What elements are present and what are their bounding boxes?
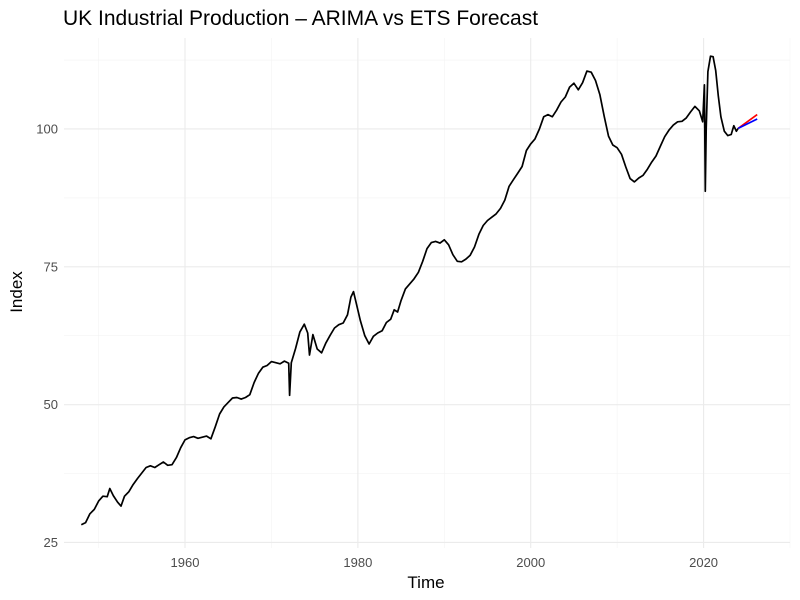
x-tick-label: 1960 [171,555,200,570]
x-axis-title: Time [407,573,444,592]
x-tick-label: 1980 [343,555,372,570]
x-tick-label: 2000 [516,555,545,570]
series-layer [80,55,758,526]
observed-series-line [80,55,739,526]
y-tick-label: 100 [36,121,58,136]
x-tick-labels: 1960 1980 2000 2020 [171,555,718,570]
y-tick-labels: 25 50 75 100 [36,121,58,550]
y-tick-label: 25 [44,535,58,550]
y-tick-label: 75 [44,259,58,274]
minor-x-gridlines [98,38,791,548]
major-x-gridlines [184,38,705,548]
chart-title: UK Industrial Production – ARIMA vs ETS … [63,7,538,30]
ets-forecast-line [737,118,758,130]
y-axis-title: Index [7,271,26,313]
x-tick-label: 2020 [689,555,718,570]
y-tick-label: 50 [44,397,58,412]
